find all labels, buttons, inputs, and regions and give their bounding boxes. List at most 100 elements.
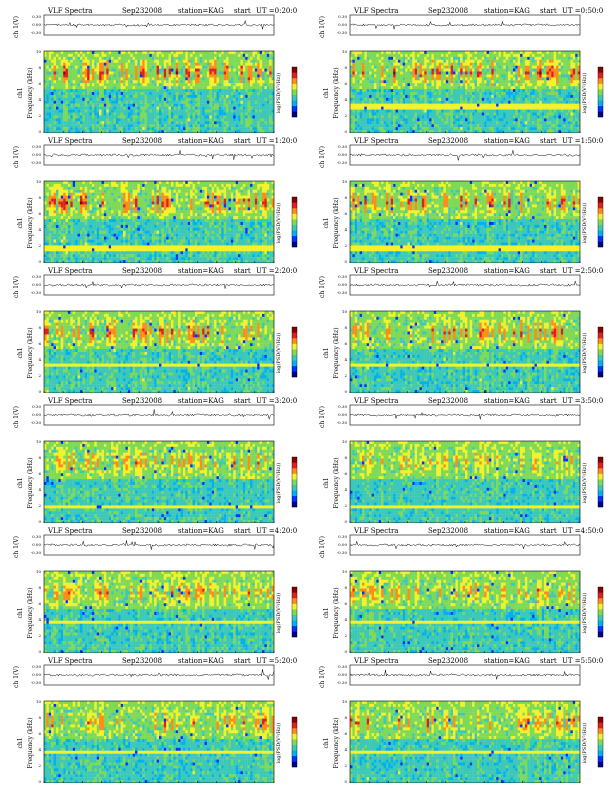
spectrogram-cell: [180, 51, 184, 55]
spectrogram-cell: [350, 100, 353, 104]
spectrogram-cell: [240, 62, 244, 66]
spectrogram-cell: [476, 59, 480, 63]
spectrogram-cell: [194, 106, 198, 110]
spectrogram-cell: [369, 92, 372, 96]
spectrogram-cell: [142, 77, 145, 81]
spectrogram-cell: [214, 56, 217, 60]
spectrogram-cell: [500, 109, 504, 113]
spectrogram-cell: [476, 77, 480, 81]
spectrogram-cell: [405, 56, 408, 60]
spectrogram-cell: [544, 97, 547, 101]
spectrogram-cell: [226, 100, 229, 104]
spectrogram-cell: [111, 89, 114, 93]
spectrogram-cell: [369, 62, 372, 66]
spectrogram-cell: [445, 92, 449, 96]
spectrogram-cell: [565, 65, 569, 69]
spectrogram-cell: [390, 100, 394, 104]
spectrogram-cell: [551, 112, 554, 116]
spectrogram-cell: [419, 62, 423, 66]
spectrogram-cell: [366, 71, 370, 75]
spectrogram-cell: [166, 115, 169, 119]
spectrogram-cell: [551, 71, 554, 75]
spectrogram-cell: [142, 97, 145, 101]
spectrogram-cell: [115, 68, 119, 72]
spectrogram-cell: [500, 89, 504, 93]
spectrogram-cell: [271, 59, 275, 63]
spectrogram-cell: [230, 56, 234, 60]
spectrogram-cell: [211, 121, 215, 125]
spectrogram-cell: [570, 97, 573, 101]
spectrogram-cell: [385, 100, 389, 104]
spectrogram-cell: [185, 51, 188, 55]
spectrogram-cell: [154, 92, 157, 96]
spectrogram-cell: [369, 51, 372, 55]
spectrogram-cell: [75, 115, 78, 119]
spectrogram-cell: [505, 77, 509, 81]
spectrogram-cell: [450, 53, 454, 58]
spectrogram-cell: [460, 109, 463, 113]
spectrogram-cell: [218, 56, 222, 60]
spectrogram-cell: [204, 89, 208, 93]
spectrogram-cell: [101, 115, 105, 119]
spectrogram-cell: [421, 112, 425, 116]
spectrogram-cell: [431, 109, 435, 113]
spectrogram-cell: [491, 100, 494, 104]
spectrogram-cell: [517, 97, 521, 101]
spectrogram-cell: [154, 74, 157, 78]
spectrogram-cell: [58, 118, 61, 122]
spectrogram-cell: [366, 83, 370, 87]
spectrogram-cell: [527, 97, 530, 101]
spectrogram-cell: [123, 115, 126, 119]
spectrogram-cell: [354, 118, 358, 122]
spectrogram-cell: [443, 103, 446, 107]
spectrogram-cell: [111, 106, 114, 110]
spectrogram-cell: [505, 56, 509, 60]
spectrogram-cell: [94, 103, 97, 107]
spectrogram-cell: [383, 118, 387, 122]
spectrogram-cell: [388, 56, 391, 60]
spectrogram-cell: [257, 53, 260, 58]
spectrogram-cell: [546, 94, 550, 99]
spectrogram-cell: [271, 94, 275, 99]
spectrogram-cell: [87, 97, 90, 101]
spectrogram-cell: [498, 71, 502, 75]
spectrogram-cell: [259, 74, 263, 78]
spectrogram-cell: [350, 109, 353, 113]
spectrogram-cell: [206, 106, 210, 110]
spectrogram-cell: [520, 89, 523, 93]
spectrogram-cell: [390, 112, 394, 116]
spectrogram-cell: [51, 86, 54, 90]
spectrogram-cell: [541, 51, 545, 55]
spectrogram-cell: [180, 109, 184, 113]
spectrogram-cell: [500, 92, 504, 96]
spectrogram-cell: [159, 121, 162, 125]
spectrogram-cell: [269, 74, 272, 78]
spectrogram-cell: [438, 65, 442, 69]
spectrogram-cell: [257, 106, 260, 110]
spectrogram-cell: [89, 83, 93, 87]
spectrogram-cell: [190, 68, 193, 72]
spectrogram-cell: [75, 94, 78, 99]
spectrogram-cell: [556, 59, 559, 63]
spectrogram-cell: [484, 71, 487, 75]
spectrogram-cell: [443, 71, 446, 75]
spectrogram-cell: [529, 83, 533, 87]
spectrogram-cell: [204, 80, 208, 84]
spectrogram-cell: [577, 51, 581, 55]
spectrogram-cell: [247, 127, 251, 131]
spectrogram-cell: [412, 56, 415, 60]
spectrogram-cell: [202, 68, 205, 72]
spectrogram-cell: [180, 112, 184, 116]
spectrogram-cell: [48, 94, 52, 99]
spectrogram-cell: [563, 92, 566, 96]
spectrogram-cell: [407, 59, 411, 63]
spectrogram-cell: [565, 103, 569, 107]
spectrogram-cell: [175, 51, 179, 55]
spectrogram-cell: [373, 103, 377, 107]
spectrogram-cell: [44, 127, 47, 131]
spectrogram-cell: [534, 103, 538, 107]
spectrogram-cell: [147, 112, 150, 116]
spectrogram-cell: [400, 97, 403, 101]
spectrogram-cell: [395, 53, 399, 58]
spectrogram-cell: [199, 83, 203, 87]
